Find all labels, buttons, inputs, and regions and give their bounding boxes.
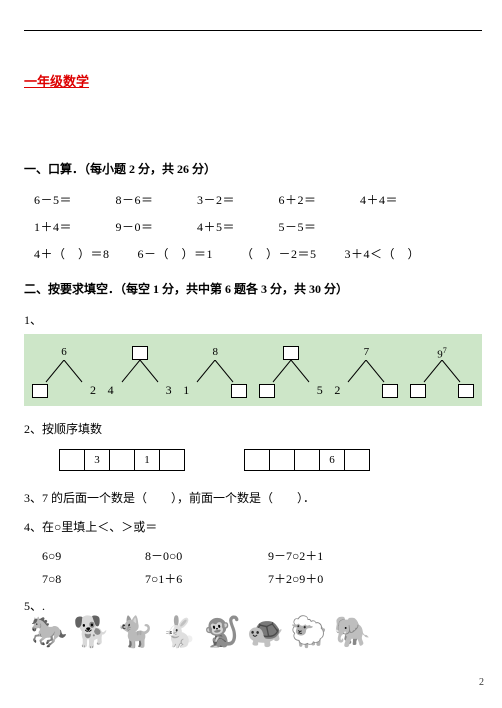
animal-icon: 🐕: [73, 618, 110, 648]
sequence-cell: [294, 449, 320, 471]
cmp: 7○8: [42, 572, 142, 587]
blank-box: [382, 384, 398, 398]
animal-icon: 🐇: [160, 618, 197, 648]
bond-right: [458, 383, 474, 398]
bond-top: 8: [212, 346, 218, 358]
section1-heading: 一、口算．（每小题 2 分，共 26 分）: [24, 160, 482, 177]
animal-icon: 🐎: [30, 618, 67, 648]
sequence-row: 31 6: [60, 449, 482, 471]
sequence-cell: 3: [84, 449, 110, 471]
bond-top: [132, 346, 148, 360]
blank-box: [32, 384, 48, 398]
blank-box: [410, 384, 426, 398]
q5-label: 5、.: [24, 597, 482, 614]
arith-row-3: 4＋（ ）＝8 6－（ ）＝1 （ ）－2＝5 3＋4＜（ ）: [34, 245, 482, 262]
eq: 5－5＝: [279, 218, 317, 235]
eq: 3－2＝: [197, 191, 275, 208]
cmp: 7○1＋6: [145, 570, 265, 587]
animal-icon: 🐒: [203, 618, 240, 648]
blank-box: [458, 384, 474, 398]
q2-label: 2、按顺序填数: [24, 420, 482, 437]
number-bond: 72: [330, 348, 402, 396]
q4-label: 4、在○里填上＜、＞或＝: [24, 518, 482, 535]
bond-left: 2: [334, 383, 340, 398]
bond-lines: [40, 360, 88, 384]
eq: 3＋4＜（ ）: [345, 245, 421, 262]
eq: 1＋4＝: [34, 218, 112, 235]
eq: 4＋5＝: [197, 218, 275, 235]
eq: 8－6＝: [116, 191, 194, 208]
sequence-2: 6: [245, 449, 370, 471]
q1-label: 1、: [24, 311, 482, 328]
bond-left: 4: [108, 383, 114, 398]
animal-row: 🐎🐕🐈🐇🐒🐢🐑🐘: [30, 618, 482, 648]
sequence-cell: [269, 449, 295, 471]
cmp: 9－7○2＋1: [268, 547, 323, 564]
arith-row-1: 6－5＝ 8－6＝ 3－2＝ 6＋2＝ 4＋4＝: [34, 191, 482, 208]
bond-top: 97: [437, 346, 447, 361]
bond-left: [32, 383, 48, 398]
subscript: 7: [443, 346, 447, 355]
bond-lines: [267, 360, 315, 384]
sequence-cell: [159, 449, 185, 471]
bond-lines: [116, 360, 164, 384]
blank-box: [259, 384, 275, 398]
sequence-cell: [59, 449, 85, 471]
sequence-cell: [244, 449, 270, 471]
blank-box: [231, 384, 247, 398]
eq: 6－5＝: [34, 191, 112, 208]
bond-right: 5: [317, 383, 323, 398]
page-number: 2: [479, 677, 484, 688]
number-bond: 81: [179, 348, 251, 396]
eq: 4＋4＝: [360, 191, 398, 208]
number-bond: 62: [28, 348, 100, 396]
bond-top: 6: [61, 346, 67, 358]
animal-icon: 🐑: [290, 618, 327, 648]
sequence-cell: [344, 449, 370, 471]
bond-right: 3: [166, 383, 172, 398]
cmp: 8－0○0: [145, 547, 265, 564]
bond-left: [410, 383, 426, 398]
number-bond-panel: 62438157297: [24, 334, 482, 406]
cmp: 7＋2○9＋0: [268, 570, 323, 587]
sequence-cell: 6: [319, 449, 345, 471]
sequence-cell: 1: [134, 449, 160, 471]
section2-heading: 二、按要求填空．（每空 1 分，共中第 6 题各 3 分，共 30 分）: [24, 280, 482, 297]
animal-icon: 🐘: [334, 618, 371, 648]
blank-box: [132, 346, 148, 360]
sequence-1: 31: [60, 449, 185, 471]
cmp: 6○9: [42, 549, 142, 564]
q3-text: 3、7 的后面一个数是（ ），前面一个数是（ ）．: [24, 489, 482, 506]
bond-left: [259, 383, 275, 398]
eq: 6＋2＝: [279, 191, 357, 208]
arith-row-2: 1＋4＝ 9－0＝ 4＋5＝ 5－5＝: [34, 218, 482, 235]
horizontal-rule: [24, 30, 482, 31]
eq: （ ）－2＝5: [241, 245, 341, 262]
bond-right: [231, 383, 247, 398]
bond-top: [283, 346, 299, 360]
bond-top: 7: [364, 346, 370, 358]
bond-lines: [418, 360, 466, 384]
eq: 4＋（ ）＝8: [34, 245, 134, 262]
bond-lines: [342, 360, 390, 384]
animal-icon: 🐈: [117, 618, 154, 648]
number-bond: 43: [104, 348, 176, 396]
eq: 9－0＝: [116, 218, 194, 235]
animal-icon: 🐢: [247, 618, 284, 648]
compare-block: 6○9 8－0○0 9－7○2＋1 7○8 7○1＋6 7＋2○9＋0: [42, 547, 482, 587]
eq: 6－（ ）＝1: [138, 245, 238, 262]
number-bond: 5: [255, 348, 327, 396]
page-title: 一年级数学: [24, 71, 482, 90]
bond-right: 2: [90, 383, 96, 398]
number-bond: 97: [406, 348, 478, 396]
blank-box: [283, 346, 299, 360]
sequence-cell: [109, 449, 135, 471]
bond-lines: [191, 360, 239, 384]
bond-right: [382, 383, 398, 398]
bond-left: 1: [183, 383, 189, 398]
